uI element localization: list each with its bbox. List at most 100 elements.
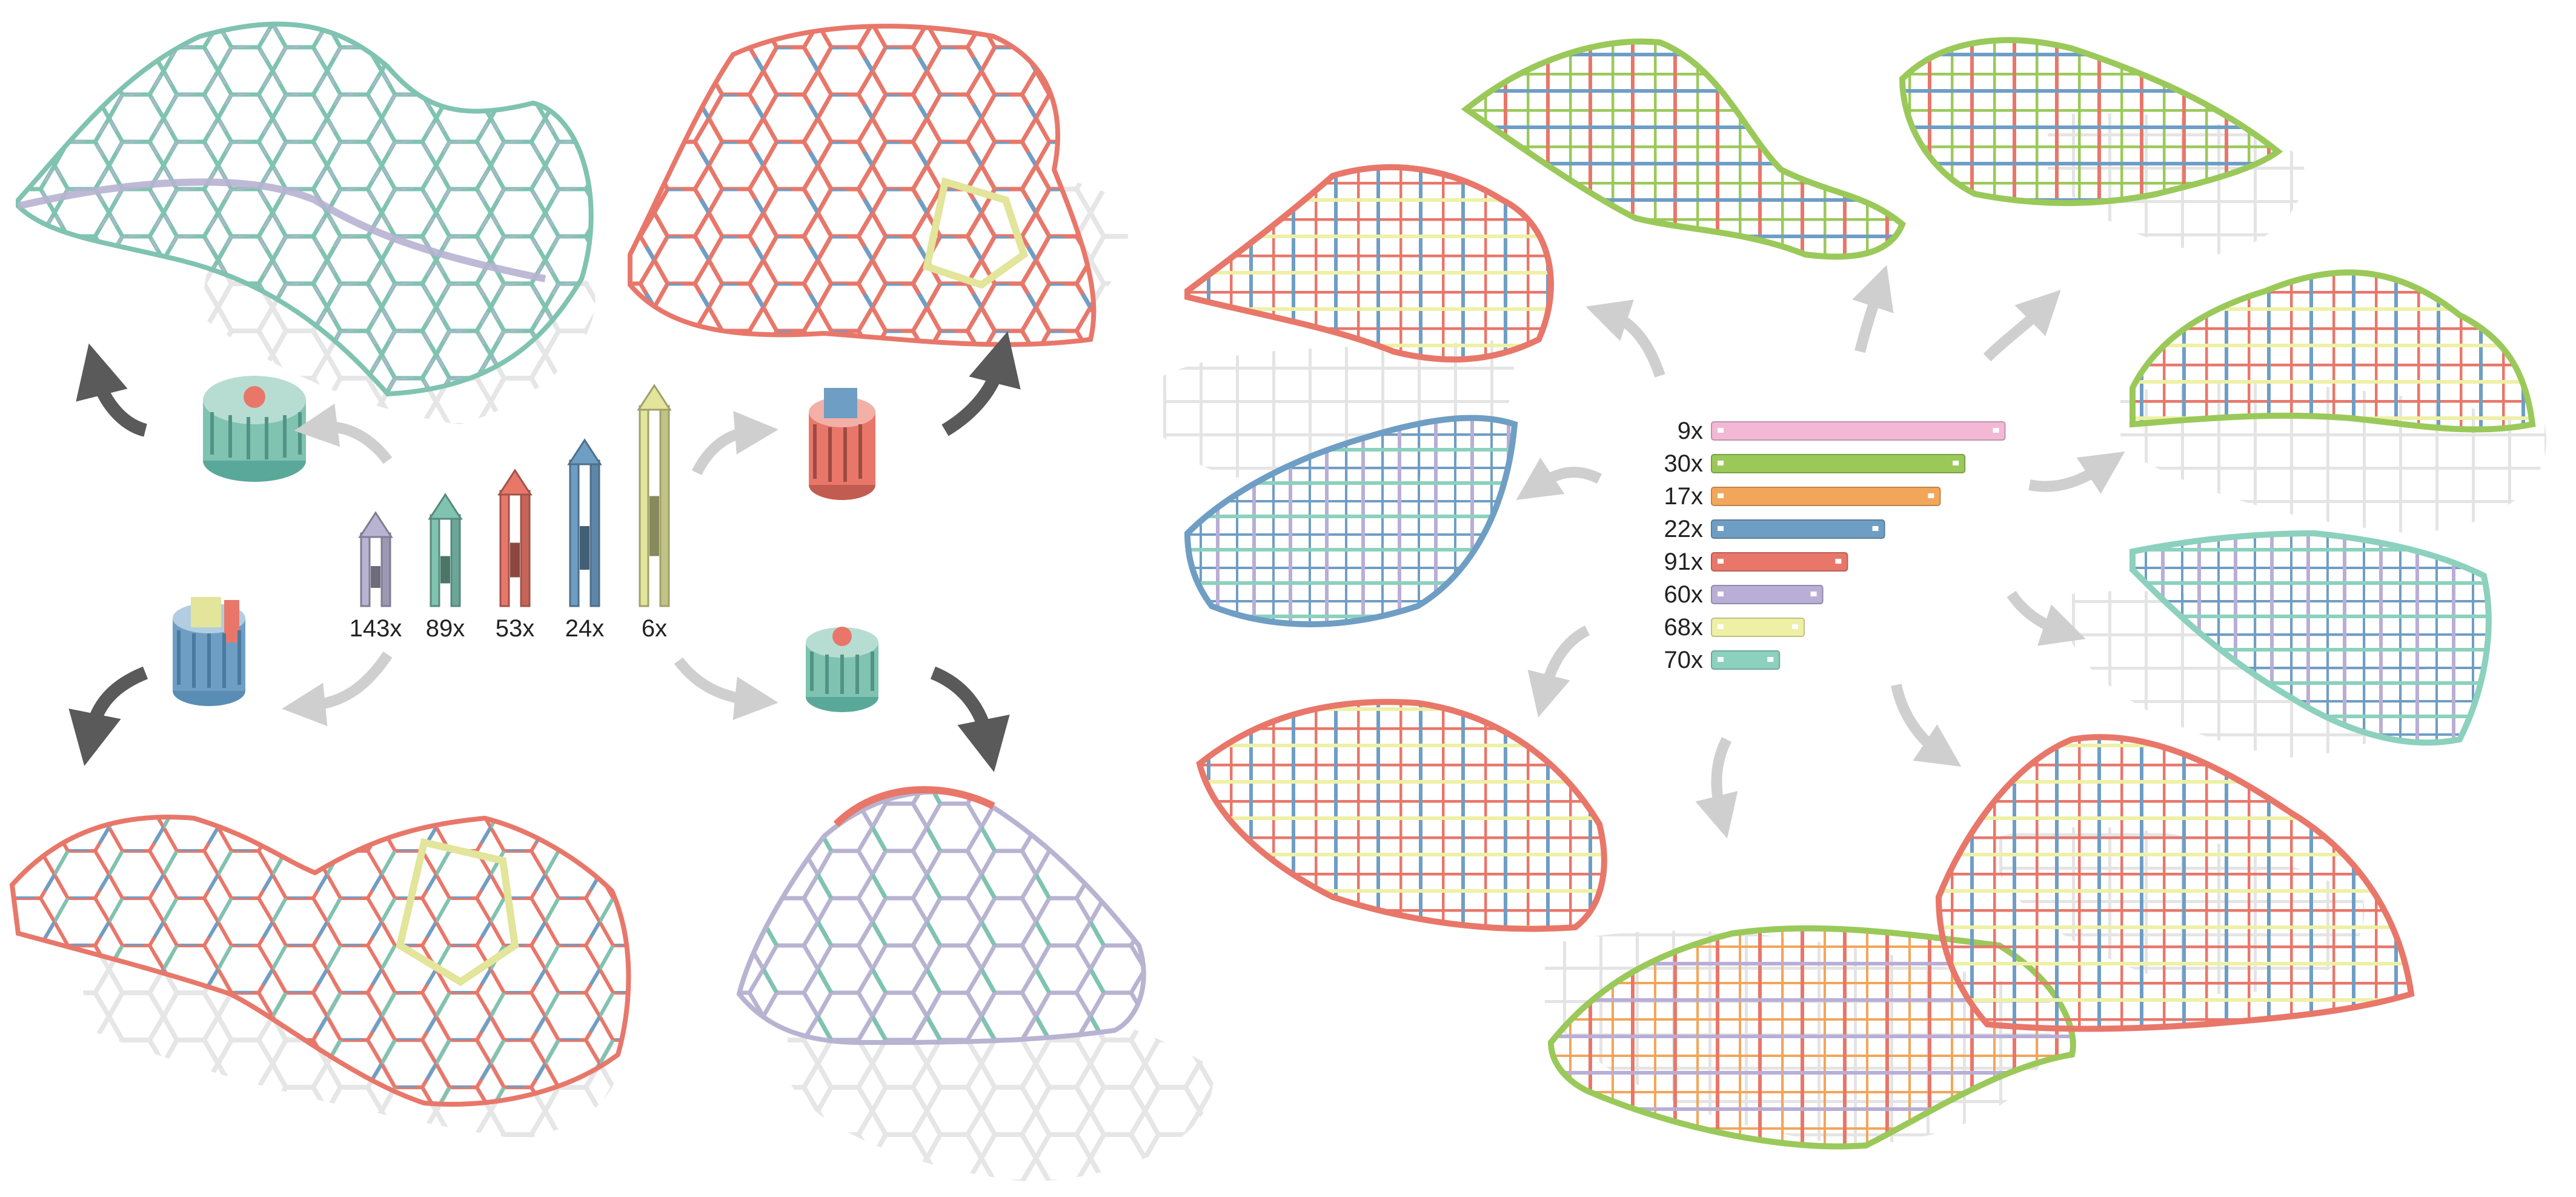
module-joint <box>440 556 450 584</box>
strip-bar <box>1711 650 1781 670</box>
arrow-down-right-light <box>674 657 778 721</box>
module-leg <box>430 514 440 607</box>
module-count-label: 143x <box>350 615 402 642</box>
assembly-bottom-left <box>173 597 245 706</box>
strip-4: 91x <box>1664 548 1848 575</box>
strip-1: 30x <box>1664 450 1966 477</box>
module-leg <box>589 459 600 607</box>
arrow-light-1 <box>1585 299 1665 378</box>
strip-hole <box>1810 592 1817 596</box>
strip-bar <box>1711 519 1885 539</box>
module-3: 24x <box>565 438 605 642</box>
gridshell-bottom-center <box>1547 925 2076 1150</box>
strip-bar <box>1711 454 1966 473</box>
strip-2: 17x <box>1664 483 1941 510</box>
module-cap <box>637 384 672 411</box>
arrow-up-right-light <box>691 411 778 476</box>
strip-hole <box>1872 526 1879 531</box>
hex-shell-top-right-yellow <box>923 177 1029 289</box>
module-leg <box>569 459 580 607</box>
strip-count-label: 17x <box>1664 483 1704 510</box>
strip-6: 68x <box>1664 614 1805 641</box>
gridshell-left-middle <box>1184 415 1518 627</box>
strip-bar <box>1711 421 2006 441</box>
hex-shell-top-left <box>16 21 594 397</box>
arrow-light-8 <box>1695 736 1738 839</box>
hex-shell-top-right <box>628 24 1097 347</box>
strip-hole <box>1993 428 1999 433</box>
strip-bar <box>1711 618 1805 637</box>
left-panel: 143x 89x 53x 24x 6x <box>9 21 1213 1182</box>
arrow-light-6 <box>1527 625 1590 718</box>
gridshell-top-center <box>1461 38 1906 260</box>
module-joint <box>580 526 589 570</box>
module-cap <box>428 493 463 520</box>
assembly-bottom-right <box>806 627 878 712</box>
module-joint <box>510 542 520 578</box>
strip-3: 22x <box>1664 516 1885 542</box>
strip-hole <box>1718 657 1724 662</box>
module-leg <box>639 405 649 607</box>
strip-count-label: 70x <box>1664 647 1704 673</box>
strip-legend: 9x 30x 17x 22x 91x 60x 68x 70x <box>1664 418 2006 673</box>
gridshell-top-right <box>1899 37 2283 206</box>
module-leg <box>499 490 510 607</box>
assembly-top-left <box>203 376 306 482</box>
module-leg <box>360 532 371 607</box>
gridshell-right-upper <box>2130 269 2536 433</box>
hex-shell-bottom-left <box>9 815 631 1107</box>
strip-count-label: 60x <box>1664 581 1704 608</box>
strip-count-label: 30x <box>1664 450 1704 477</box>
strip-count-label: 91x <box>1664 548 1704 575</box>
module-0: 143x <box>350 511 402 642</box>
right-panel: 9x 30x 17x 22x 91x 60x 68x 70x <box>1163 37 2547 1150</box>
arrow-light-7 <box>2007 590 2086 646</box>
hex-shell-bottom-left-yellow <box>396 838 519 987</box>
gridshell-left-lower <box>1196 699 1607 932</box>
assembly-top-right <box>809 388 875 500</box>
strip-count-label: 9x <box>1678 418 1703 444</box>
gridshell-bottom-right <box>1935 734 2415 1032</box>
arrow-down-left-light <box>282 652 393 727</box>
hex-shell-bottom-right-crown <box>833 786 995 827</box>
module-2: 53x <box>496 468 535 642</box>
hex-shell-bottom-right <box>736 789 1146 1045</box>
module-leg <box>520 490 531 607</box>
module-joint <box>649 496 659 556</box>
arrow-light-4 <box>1516 458 1602 500</box>
strip-hole <box>1953 461 1959 465</box>
strip-hole <box>1928 493 1934 498</box>
strip-7: 70x <box>1664 647 1781 673</box>
strip-hole <box>1718 428 1724 433</box>
arrow-light-3 <box>1983 290 2061 362</box>
module-legend: 143x 89x 53x 24x 6x <box>350 384 672 642</box>
strip-hole <box>1718 493 1724 498</box>
arrow-down-right-dark <box>930 666 1010 772</box>
module-leg <box>380 532 391 607</box>
strip-hole <box>1718 592 1724 596</box>
strip-hole <box>1835 559 1842 564</box>
strip-count-label: 22x <box>1664 516 1704 542</box>
arrow-up-right-dark <box>941 331 1021 436</box>
arrow-up-left-dark <box>76 343 148 437</box>
arrow-light-9 <box>1891 684 1962 767</box>
module-leg <box>659 405 670 607</box>
module-cap <box>497 468 533 496</box>
strip-hole <box>1718 559 1724 564</box>
arrow-down-left-dark <box>68 666 148 766</box>
gridshell-right-middle <box>2130 530 2492 746</box>
module-joint <box>371 566 380 588</box>
strip-count-label: 68x <box>1664 614 1704 641</box>
strip-hole <box>1767 657 1774 662</box>
strip-0: 9x <box>1678 418 2006 444</box>
module-count-label: 24x <box>565 615 605 642</box>
module-leg <box>450 514 461 607</box>
hex-shell-top-left-edge <box>17 178 546 282</box>
module-1: 89x <box>426 493 465 642</box>
strip-hole <box>1718 624 1724 629</box>
module-4: 6x <box>637 384 672 642</box>
arrow-light-5 <box>2028 452 2125 494</box>
module-cap <box>358 511 393 538</box>
module-count-label: 53x <box>496 615 535 642</box>
